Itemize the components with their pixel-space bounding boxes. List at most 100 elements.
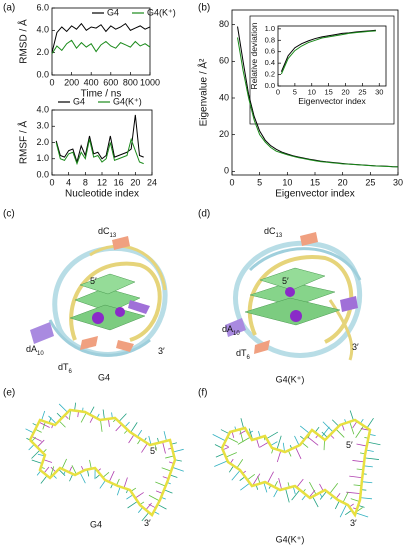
structure-label: 3′	[350, 518, 357, 528]
spike	[247, 474, 255, 481]
spike	[58, 469, 66, 476]
spike	[148, 494, 160, 502]
x-axis-title: Nucleotide index	[65, 189, 139, 200]
spike	[162, 441, 166, 454]
x-tick-label: 4	[66, 177, 71, 187]
spike	[102, 471, 110, 478]
x-tick-label: 5	[257, 177, 262, 187]
plot-frame	[277, 25, 387, 87]
spike	[161, 467, 172, 472]
spike	[353, 484, 362, 487]
x-tick-label: 200	[64, 77, 79, 87]
spike	[118, 413, 127, 422]
x-tick-label: 16	[114, 177, 124, 187]
spike	[89, 459, 92, 469]
label-base: dA	[222, 324, 233, 334]
spike	[240, 418, 245, 429]
label-base: dC	[98, 226, 110, 236]
x-axis-title: Time / ns	[81, 89, 122, 100]
y-tick-label: 2.0	[36, 47, 49, 57]
y-tick-label: 0.4	[265, 58, 275, 67]
structure-caption: G4	[98, 372, 110, 382]
spike	[322, 421, 334, 433]
spike	[239, 429, 244, 443]
spike	[135, 492, 144, 499]
spike	[366, 417, 374, 429]
spike	[215, 453, 225, 458]
y-axis-title: Relative deviation	[249, 22, 259, 89]
structure-label: 5′	[282, 276, 289, 286]
spike	[227, 436, 239, 443]
spike	[285, 488, 290, 503]
spike	[231, 470, 241, 481]
structure-label: 3′	[158, 346, 165, 356]
spike	[102, 409, 105, 420]
structure-label: dC13	[264, 226, 283, 238]
y-tick-label: 2.0	[36, 137, 49, 147]
label-base: 3′	[144, 518, 151, 528]
spike	[352, 460, 365, 463]
spike	[212, 434, 226, 442]
series-line	[280, 30, 376, 75]
spike	[61, 458, 67, 470]
spike	[294, 435, 300, 446]
spike	[41, 410, 46, 421]
spike	[239, 429, 247, 435]
spike	[352, 421, 358, 429]
spike	[214, 444, 223, 449]
x-tick-label: 25	[358, 88, 366, 97]
spike	[309, 481, 317, 495]
spike	[172, 466, 184, 472]
spike	[58, 420, 66, 428]
x-tick-label: 20	[341, 88, 349, 97]
spike	[349, 421, 355, 435]
spike	[361, 481, 373, 484]
spike	[228, 465, 234, 473]
structure-label: dA10	[222, 324, 240, 336]
spike	[236, 459, 244, 469]
spike	[48, 415, 57, 424]
x-tick-label: 800	[123, 77, 138, 87]
spike	[301, 442, 309, 448]
backbone-trace	[28, 408, 177, 517]
y-axis-title: RMSD / Å	[17, 19, 30, 64]
y-tick-label: 1.0	[36, 153, 49, 163]
label-base: 3′	[350, 518, 357, 528]
spike	[79, 472, 86, 484]
spike	[349, 410, 354, 421]
structure-label: 3′	[144, 518, 151, 528]
label-base: 3′	[352, 342, 359, 352]
spike	[40, 475, 48, 484]
spike	[296, 478, 304, 488]
x-tick-label: 20	[338, 177, 348, 187]
label-sub: 6	[247, 355, 251, 361]
y-tick-label: 80	[219, 19, 229, 29]
spike	[100, 419, 103, 432]
spike	[276, 435, 282, 450]
spike	[163, 431, 167, 441]
spike	[127, 501, 138, 509]
inset-frame	[249, 15, 395, 125]
label-base: dA	[26, 344, 37, 354]
series-line	[55, 137, 144, 166]
legend-label: G4(K⁺)	[147, 7, 176, 17]
backbone-trace	[220, 418, 372, 518]
y-tick-label: 0	[224, 166, 229, 176]
spike	[31, 449, 41, 459]
spike	[31, 459, 43, 464]
structure-c	[30, 236, 168, 357]
spike	[130, 422, 138, 433]
spike	[28, 444, 35, 451]
spike	[145, 502, 152, 511]
y-tick-label: 60	[219, 56, 229, 66]
label-sub: 10	[37, 351, 44, 357]
y-tick-label: 4.0	[36, 25, 49, 35]
spike	[58, 403, 68, 413]
y-tick-label: 6.0	[36, 2, 49, 12]
spike	[126, 494, 134, 500]
spike	[155, 481, 166, 487]
spike	[74, 402, 77, 411]
spike	[273, 488, 279, 498]
spike	[225, 452, 237, 458]
structure-d	[225, 232, 363, 361]
